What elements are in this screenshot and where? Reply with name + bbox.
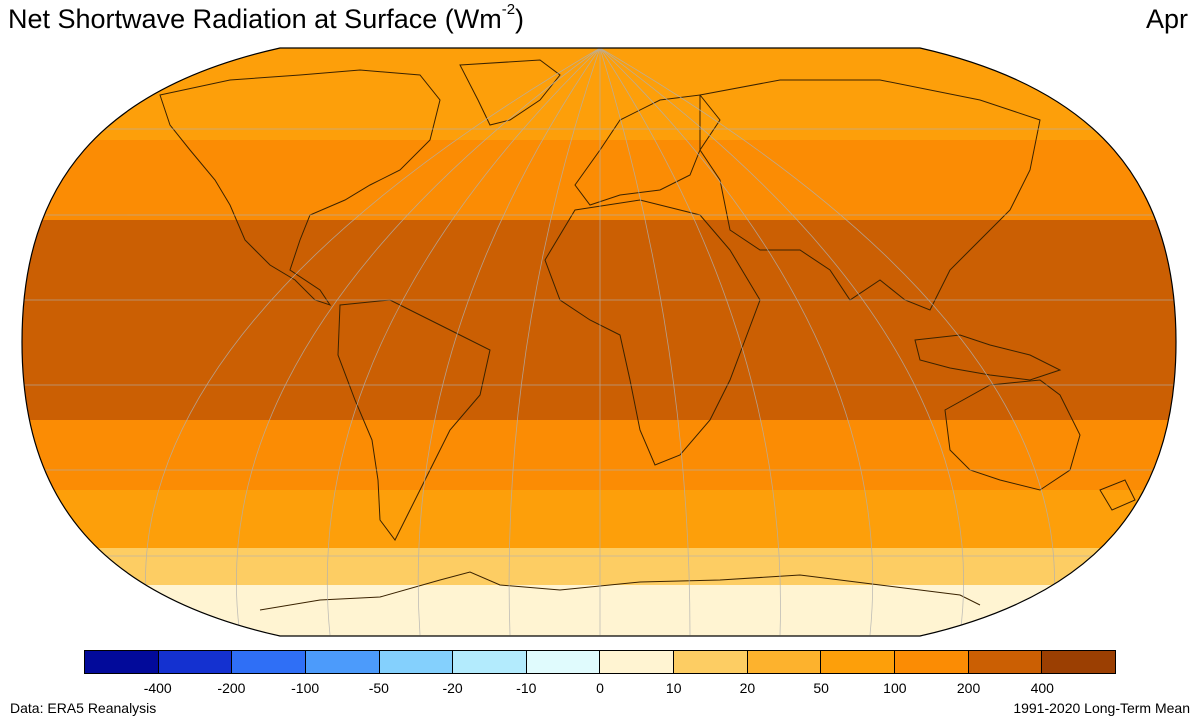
globe-outline — [21, 47, 1177, 637]
coast-antarctica — [259, 571, 981, 611]
colorbar-tick-label: 10 — [665, 680, 682, 696]
colorbar-tick-label: -100 — [291, 680, 320, 696]
colorbar-swatch — [968, 651, 1043, 673]
colorbar-swatch — [305, 651, 380, 673]
coast-greenland — [459, 59, 561, 126]
world-map — [21, 47, 1177, 637]
colorbar-swatch — [453, 651, 527, 673]
coast-africa — [544, 199, 761, 466]
colorbar-tick-label: 20 — [739, 680, 756, 696]
band-southern-subpolar — [22, 490, 1176, 550]
data-source: Data: ERA5 Reanalysis — [10, 700, 157, 716]
band-southern-mid — [22, 420, 1176, 500]
colorbar-tick-label: 100 — [883, 680, 907, 696]
coast-new-zealand — [1099, 479, 1136, 511]
colorbar-swatch — [895, 651, 969, 673]
colorbar-swatch — [85, 651, 159, 673]
colorbar-tick-label: -200 — [217, 680, 246, 696]
map-title: Net Shortwave Radiation at Surface (Wm-2… — [8, 1, 525, 35]
coastlines — [159, 59, 1136, 611]
colorbar-swatch — [232, 651, 306, 673]
coast-south-america — [337, 299, 491, 541]
period-label: 1991-2020 Long-Term Mean — [1013, 700, 1190, 716]
colorbar-swatch — [379, 651, 454, 673]
colorbar-tick-label: 0 — [596, 680, 604, 696]
colorbar-swatch — [674, 651, 748, 673]
title-close: ) — [515, 4, 525, 34]
band-tropics — [22, 220, 1176, 420]
coast-indonesia — [914, 334, 1062, 381]
coast-europe — [574, 94, 721, 206]
colorbar-swatch — [158, 651, 233, 673]
coast-asia — [699, 79, 1041, 311]
title-unit-exponent: -2 — [501, 1, 516, 18]
colorbar-tick-label: 200 — [956, 680, 981, 696]
colorbar-tick-label: 50 — [813, 680, 829, 696]
band-southern-polar — [22, 548, 1176, 588]
map-fill — [22, 48, 1176, 636]
colorbar-tick-label: -10 — [516, 680, 537, 696]
colorbar-swatch — [526, 651, 601, 673]
colorbar-tick-label: -50 — [368, 680, 389, 696]
colorbar-tick-label: -400 — [143, 680, 172, 696]
colorbar-swatch — [747, 651, 822, 673]
colorbar-swatch — [600, 651, 675, 673]
colorbar-tick-label: -20 — [442, 680, 463, 696]
colorbar — [84, 650, 1116, 674]
title-text: Net Shortwave Radiation at Surface (Wm — [8, 4, 502, 34]
graticule — [22, 48, 1176, 636]
colorbar-swatch — [1042, 651, 1115, 673]
colorbar-swatch — [821, 651, 896, 673]
colorbar-tick-label: 400 — [1030, 680, 1054, 696]
month-label: Apr — [1145, 4, 1188, 34]
coast-north-america — [159, 69, 441, 306]
